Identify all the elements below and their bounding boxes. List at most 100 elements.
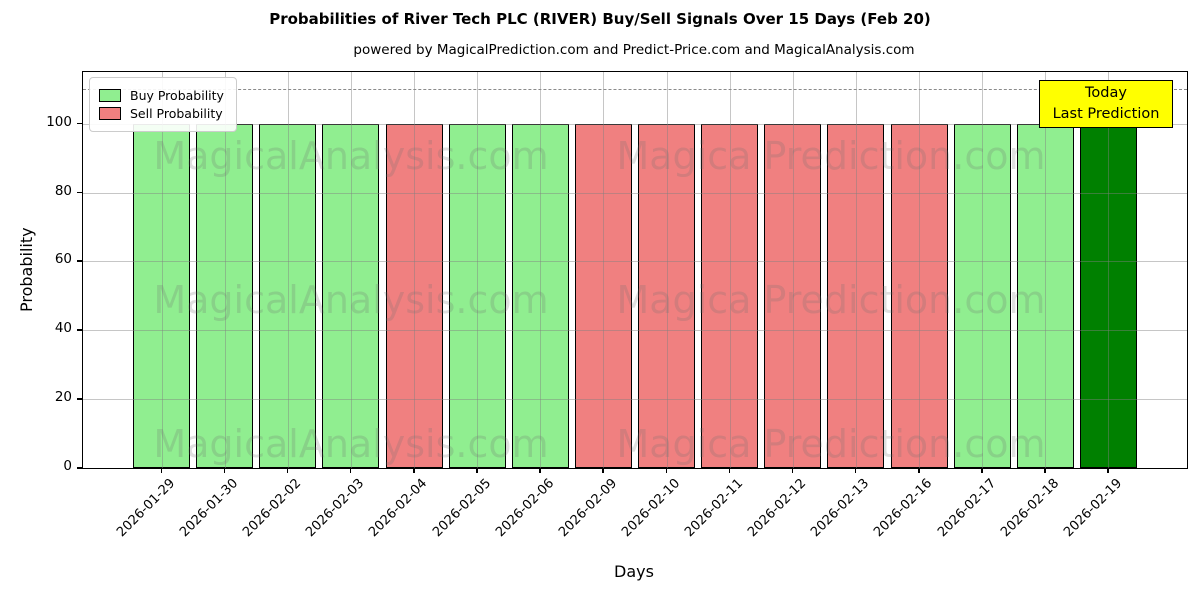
watermark-text: MagicalAnalysis.com	[153, 278, 549, 322]
watermark-text: Magica Prediction.com	[616, 278, 1046, 322]
h-gridline	[83, 399, 1187, 401]
legend-label-sell: Sell Probability	[130, 106, 223, 121]
x-tick-mark	[1107, 468, 1109, 473]
y-axis-label: Probability	[17, 227, 36, 312]
v-gridline	[477, 72, 479, 468]
x-tick-mark	[1044, 468, 1046, 473]
v-gridline	[982, 72, 984, 468]
y-tick-label: 60	[54, 251, 72, 268]
bar-2026-01-30	[196, 123, 254, 468]
v-gridline	[855, 72, 857, 468]
x-tick-label: 2026-02-12	[745, 476, 810, 541]
today-annotation: Today Last Prediction	[1039, 80, 1173, 128]
v-gridline	[792, 72, 794, 468]
v-gridline	[1108, 72, 1110, 468]
y-tick-label: 0	[63, 458, 72, 474]
y-tick-label: 40	[54, 320, 72, 337]
bar-2026-02-02	[259, 123, 317, 468]
x-tick-label: 2026-02-16	[871, 476, 936, 541]
v-gridline	[350, 72, 352, 468]
x-tick-label: 2026-02-03	[303, 476, 368, 541]
bar-2026-02-10	[638, 123, 696, 468]
y-tick-label: 20	[54, 389, 72, 406]
x-tick-mark	[476, 468, 478, 473]
bar-2026-02-03	[322, 123, 380, 468]
v-gridline	[540, 72, 542, 468]
v-gridline	[414, 72, 416, 468]
x-tick-mark	[223, 468, 226, 473]
bar-2026-01-29	[133, 123, 190, 468]
legend-item-buy: Buy Probability	[99, 88, 224, 103]
watermark-text: Magica Prediction.com	[616, 422, 1046, 466]
x-tick-mark	[349, 468, 352, 473]
x-tick-label: 2026-02-19	[1061, 476, 1126, 541]
today-annotation-line1: Today	[1085, 85, 1127, 101]
x-tick-label: 2026-02-11	[682, 476, 747, 541]
legend: Buy Probability Sell Probability	[89, 77, 237, 132]
legend-label-buy: Buy Probability	[130, 88, 224, 103]
x-tick-mark	[791, 468, 794, 473]
threshold-dashed-line	[83, 89, 1187, 91]
x-tick-label: 2026-02-18	[997, 476, 1062, 541]
h-gridline	[83, 330, 1187, 332]
plot-area: Buy Probability Sell Probability Today L…	[82, 71, 1188, 469]
x-tick-mark	[160, 468, 162, 473]
v-gridline	[666, 72, 668, 468]
y-tick-label: 100	[46, 113, 72, 130]
x-tick-mark	[981, 468, 983, 473]
v-gridline	[1045, 72, 1047, 468]
x-tick-label: 2026-01-29	[114, 476, 179, 541]
x-tick-mark	[602, 468, 604, 473]
bar-2026-02-17	[953, 123, 1011, 468]
h-gridline	[83, 261, 1187, 263]
y-tick-mark	[77, 467, 82, 469]
x-tick-label: 2026-02-02	[240, 476, 305, 541]
v-gridline	[603, 72, 605, 468]
bar-2026-02-06	[511, 123, 569, 468]
v-gridline	[919, 72, 921, 468]
x-tick-label: 2026-02-05	[429, 476, 494, 541]
y-tick-mark	[77, 260, 82, 262]
x-tick-label: 2026-02-10	[619, 476, 684, 541]
v-gridline	[224, 72, 226, 468]
h-gridline	[83, 123, 1187, 125]
bar-2026-02-11	[701, 123, 759, 468]
x-tick-mark	[728, 468, 731, 473]
watermark-text: MagicalAnalysis.com	[153, 134, 549, 178]
x-tick-mark	[918, 468, 920, 473]
x-tick-label: 2026-02-04	[366, 476, 431, 541]
bar-2026-02-09	[574, 123, 632, 468]
today-annotation-line2: Last Prediction	[1052, 106, 1160, 122]
bar-2026-02-13	[827, 123, 885, 468]
v-gridline	[287, 72, 289, 468]
legend-item-sell: Sell Probability	[99, 106, 224, 121]
y-tick-mark	[77, 398, 82, 400]
chart-subtitle: powered by MagicalPrediction.com and Pre…	[353, 42, 915, 58]
x-tick-mark	[854, 468, 857, 473]
x-tick-mark	[665, 468, 668, 473]
bar-2026-02-16	[890, 123, 948, 468]
y-tick-label: 80	[54, 182, 72, 199]
h-gridline	[83, 192, 1187, 194]
bar-2026-02-19	[1079, 123, 1137, 468]
v-gridline	[729, 72, 731, 468]
x-tick-label: 2026-02-17	[934, 476, 999, 541]
chart-title: Probabilities of River Tech PLC (RIVER) …	[269, 10, 931, 28]
x-tick-label: 2026-02-09	[555, 476, 621, 541]
x-tick-mark	[286, 468, 289, 473]
v-gridline	[161, 72, 163, 468]
bar-2026-02-12	[764, 123, 822, 468]
watermark-text: Magica Prediction.com	[616, 134, 1046, 178]
y-tick-mark	[77, 329, 82, 331]
bar-2026-02-04	[385, 123, 443, 468]
watermark-text: MagicalAnalysis.com	[153, 422, 549, 466]
x-tick-mark	[539, 468, 541, 473]
x-tick-label: 2026-02-06	[492, 476, 557, 541]
y-tick-mark	[77, 122, 82, 125]
bar-2026-02-18	[1016, 123, 1074, 468]
x-tick-mark	[413, 468, 415, 473]
y-tick-mark	[77, 191, 82, 194]
x-tick-label: 2026-02-13	[808, 476, 873, 541]
buy-swatch-icon	[99, 89, 121, 102]
